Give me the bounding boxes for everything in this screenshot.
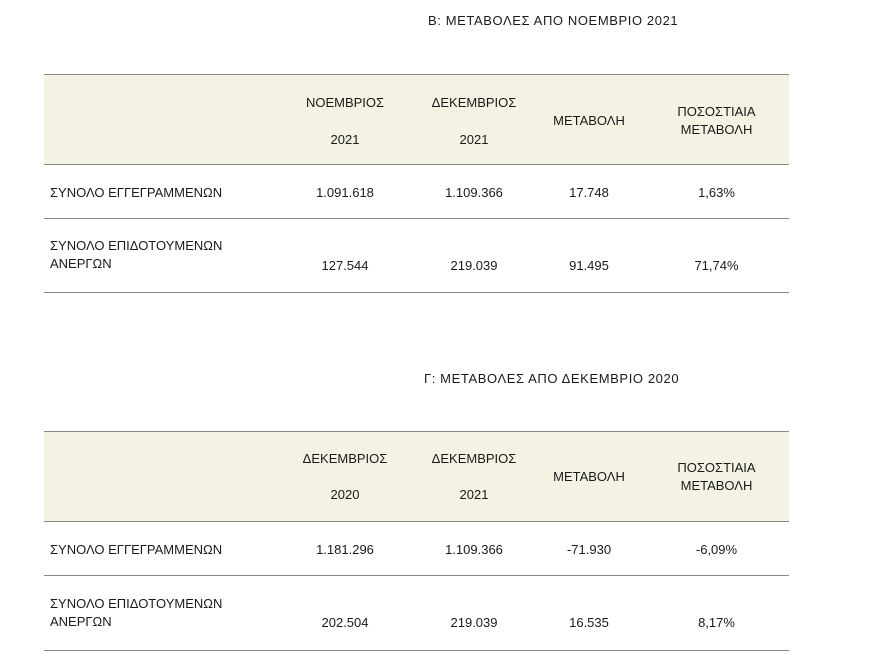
header-col-3: ΜΕΤΑΒΟΛΗ xyxy=(534,432,644,521)
header-col-4: ΠΟΣΟΣΤΙΑΙΑ ΜΕΤΑΒΟΛΗ xyxy=(654,432,779,521)
table-row: ΣΥΝΟΛΟ ΕΠΙΔΟΤΟΥΜΕΝΩΝ ΑΝΕΡΓΩΝ 127.544 219… xyxy=(44,219,789,293)
cell-value: 71,74% xyxy=(694,258,739,273)
header-col-1-line2: 2020 xyxy=(330,487,360,502)
row-label: ΣΥΝΟΛΟ ΕΓΓΕΓΡΑΜΜΕΝΩΝ xyxy=(50,185,223,200)
header-col-4: ΠΟΣΟΣΤΙΑΙΑ ΜΕΤΑΒΟΛΗ xyxy=(654,75,779,164)
cell-value: 1.109.366 xyxy=(445,185,503,200)
header-col-2: ΔΕΚΕΜΒΡΙΟΣ 2021 xyxy=(414,432,534,521)
cell-value: 1,63% xyxy=(698,185,735,200)
cell-value: 1.109.366 xyxy=(445,542,503,557)
row-label-continued: ΑΝΕΡΓΩΝ xyxy=(50,256,112,271)
header-col-2-line1: ΔΕΚΕΜΒΡΙΟΣ xyxy=(431,95,517,110)
cell-value: 219.039 xyxy=(450,615,498,630)
cell-value: 91.495 xyxy=(569,258,609,273)
cell-value: 127.544 xyxy=(321,258,369,273)
section-g-title: Γ: ΜΕΤΑΒΟΛΕΣ ΑΠΟ ΔΕΚΕΜΒΡΙΟ 2020 xyxy=(424,371,680,386)
cell-value: 8,17% xyxy=(698,615,735,630)
table-row: ΣΥΝΟΛΟ ΕΓΓΕΓΡΑΜΜΕΝΩΝ 1.091.618 1.109.366… xyxy=(44,165,789,219)
header-col-1-line1: ΔΕΚΕΜΒΡΙΟΣ xyxy=(302,451,388,466)
header-col-1-line1: ΝΟΕΜΒΡΙΟΣ xyxy=(305,95,385,110)
section-b-title: Β: ΜΕΤΑΒΟΛΕΣ ΑΠΟ ΝΟΕΜΒΡΙΟ 2021 xyxy=(428,13,679,28)
header-col-2-line2: 2021 xyxy=(459,132,489,147)
header-col-1: ΔΕΚΕΜΒΡΙΟΣ 2020 xyxy=(290,432,400,521)
section-g-table: ΔΕΚΕΜΒΡΙΟΣ 2020 ΔΕΚΕΜΒΡΙΟΣ 2021 ΜΕΤΑΒΟΛΗ… xyxy=(44,431,789,651)
header-col-3: ΜΕΤΑΒΟΛΗ xyxy=(534,75,644,164)
header-col-2-line1: ΔΕΚΕΜΒΡΙΟΣ xyxy=(431,451,517,466)
header-col-3-line1: ΜΕΤΑΒΟΛΗ xyxy=(553,469,625,484)
cell-value: 17.748 xyxy=(569,185,609,200)
header-col-2-line2: 2021 xyxy=(459,487,489,502)
cell-value: 1.091.618 xyxy=(316,185,374,200)
header-col-4-line2: ΜΕΤΑΒΟΛΗ xyxy=(680,478,753,493)
table-header: ΝΟΕΜΒΡΙΟΣ 2021 ΔΕΚΕΜΒΡΙΟΣ 2021 ΜΕΤΑΒΟΛΗ … xyxy=(44,75,789,165)
row-label: ΣΥΝΟΛΟ ΕΠΙΔΟΤΟΥΜΕΝΩΝ xyxy=(50,596,223,611)
header-col-4-line1: ΠΟΣΟΣΤΙΑΙΑ xyxy=(677,460,756,475)
row-label: ΣΥΝΟΛΟ ΕΠΙΔΟΤΟΥΜΕΝΩΝ xyxy=(50,238,223,253)
row-label: ΣΥΝΟΛΟ ΕΓΓΕΓΡΑΜΜΕΝΩΝ xyxy=(50,542,223,557)
cell-value: 219.039 xyxy=(450,258,498,273)
cell-value: 1.181.296 xyxy=(316,542,374,557)
cell-value: -71.930 xyxy=(566,542,612,557)
table-header: ΔΕΚΕΜΒΡΙΟΣ 2020 ΔΕΚΕΜΒΡΙΟΣ 2021 ΜΕΤΑΒΟΛΗ… xyxy=(44,432,789,522)
header-col-4-line2: ΜΕΤΑΒΟΛΗ xyxy=(680,122,753,137)
table-row: ΣΥΝΟΛΟ ΕΓΓΕΓΡΑΜΜΕΝΩΝ 1.181.296 1.109.366… xyxy=(44,522,789,576)
section-b-table: ΝΟΕΜΒΡΙΟΣ 2021 ΔΕΚΕΜΒΡΙΟΣ 2021 ΜΕΤΑΒΟΛΗ … xyxy=(44,74,789,293)
row-label-continued: ΑΝΕΡΓΩΝ xyxy=(50,614,112,629)
cell-value: 202.504 xyxy=(321,615,369,630)
cell-value: 16.535 xyxy=(569,615,609,630)
header-col-2: ΔΕΚΕΜΒΡΙΟΣ 2021 xyxy=(414,75,534,164)
header-col-3-line1: ΜΕΤΑΒΟΛΗ xyxy=(553,113,625,128)
header-col-4-line1: ΠΟΣΟΣΤΙΑΙΑ xyxy=(677,104,756,119)
header-col-1: ΝΟΕΜΒΡΙΟΣ 2021 xyxy=(290,75,400,164)
cell-value: -6,09% xyxy=(695,542,738,557)
table-row: ΣΥΝΟΛΟ ΕΠΙΔΟΤΟΥΜΕΝΩΝ ΑΝΕΡΓΩΝ 202.504 219… xyxy=(44,576,789,651)
header-col-1-line2: 2021 xyxy=(330,132,360,147)
